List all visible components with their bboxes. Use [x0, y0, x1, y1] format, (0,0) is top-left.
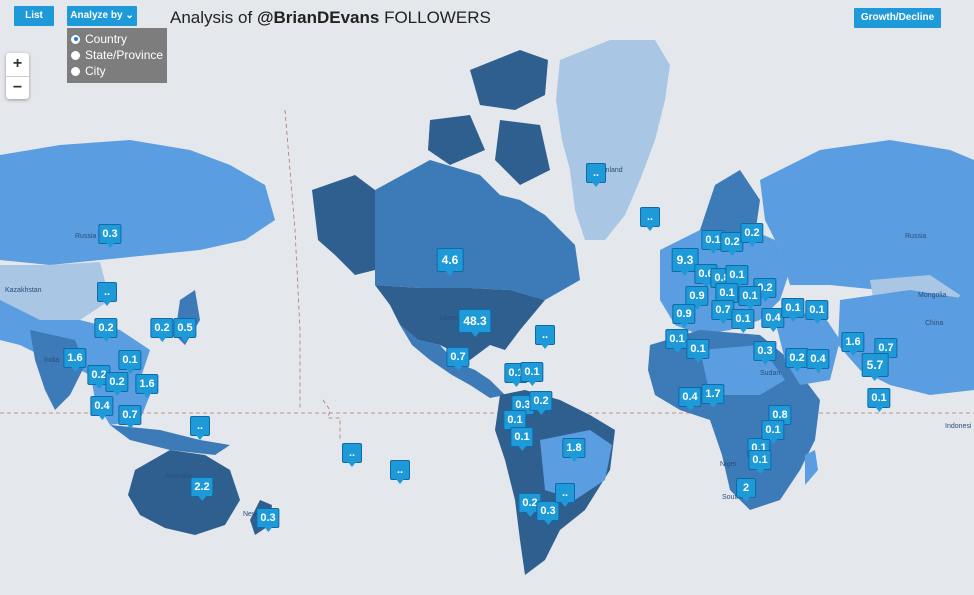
map-marker-canada[interactable]: 4.6 — [436, 248, 464, 276]
radio-label: Country — [85, 32, 128, 46]
map-marker-greece[interactable]: 0.1 — [731, 309, 755, 333]
map-marker-philippines[interactable]: 1.6 — [135, 374, 159, 398]
label-china: China — [925, 320, 943, 327]
map-marker-hong-kong[interactable]: 5.7 — [861, 353, 889, 381]
title-prefix: Analysis of — [170, 8, 257, 27]
radio-label: State/Province — [85, 48, 164, 62]
label-indonesia: Indonesi — [945, 423, 972, 430]
map-marker-georgia[interactable]: 0.1 — [781, 298, 805, 322]
map-marker-poland[interactable]: 0.1 — [725, 265, 749, 289]
map-marker-egypt[interactable]: 0.4 — [678, 387, 702, 411]
analyze-by-button[interactable]: Analyze by ⌄ — [67, 6, 137, 26]
map-marker-spain[interactable]: 0.9 — [672, 304, 696, 328]
map-marker-iceland[interactable]: .. — [640, 207, 660, 231]
zoom-out-button[interactable]: − — [6, 76, 29, 99]
radio-selected-icon — [71, 34, 80, 44]
map-marker-russia-asia[interactable]: 0.3 — [98, 224, 122, 248]
label-russia-e: Russia — [905, 233, 927, 240]
map-marker-thailand[interactable]: 0.1 — [118, 350, 142, 374]
map-marker-australia[interactable]: 2.2 — [190, 477, 214, 501]
zoom-control: + − — [6, 53, 29, 99]
page-title: Analysis of @BrianDEvans FOLLOWERS — [170, 8, 491, 28]
map-marker-afghanistan[interactable]: 0.4 — [806, 349, 830, 373]
map-marker-new-zealand[interactable]: 0.3 — [256, 508, 280, 532]
chevron-down-icon: ⌄ — [125, 10, 134, 21]
map-marker-zambia[interactable]: 0.1 — [761, 420, 785, 444]
label-india: India — [44, 357, 59, 364]
title-handle: @BrianDEvans — [256, 8, 380, 27]
map-marker-norway[interactable]: 0.1 — [701, 230, 725, 254]
analyze-by-options: Country State/Province City — [67, 28, 167, 83]
radio-unselected-icon — [71, 66, 80, 76]
map-marker-nigeria[interactable]: 1.7 — [701, 384, 725, 408]
radio-unselected-icon — [71, 50, 80, 60]
map-marker-papua[interactable]: .. — [190, 416, 210, 440]
map-marker-kazakhstan[interactable]: .. — [97, 282, 117, 306]
boundary-lines — [0, 109, 974, 440]
map-marker-turkey[interactable]: 0.4 — [761, 308, 785, 332]
radio-country[interactable]: Country — [71, 31, 127, 47]
map-marker-angola[interactable]: 0.1 — [748, 450, 772, 474]
map-marker-united-kingdom[interactable]: 9.3 — [671, 248, 699, 276]
map-marker-iran[interactable]: 0.3 — [753, 341, 777, 365]
map-marker-pakistan[interactable]: 0.2 — [94, 318, 118, 342]
map-marker-india[interactable]: 1.6 — [63, 348, 87, 372]
map-marker-south-africa[interactable]: 2 — [736, 478, 756, 502]
map-marker-argentina[interactable]: 0.3 — [536, 501, 560, 525]
map-marker-sweden[interactable]: 0.2 — [720, 232, 744, 256]
map-marker-venezuela[interactable]: 0.2 — [529, 391, 553, 415]
map-marker-tonga[interactable]: .. — [342, 443, 362, 467]
growth-decline-button[interactable]: Growth/Decline — [854, 8, 941, 28]
map-marker-puerto-rico[interactable]: 0.1 — [520, 362, 544, 386]
map-marker-portugal[interactable]: 0.1 — [665, 329, 689, 353]
label-kazakhstan: Kazakhstan — [5, 287, 42, 294]
map-marker-mexico[interactable]: 0.7 — [446, 347, 470, 371]
map-marker-united-states[interactable]: 48.3 — [458, 309, 492, 337]
map-marker-vietnam[interactable]: 0.2 — [105, 372, 129, 396]
radio-state-province[interactable]: State/Province — [71, 47, 163, 63]
label-mongolia: Mongolia — [918, 292, 947, 299]
map-marker-japan[interactable]: 0.5 — [173, 318, 197, 342]
label-australia: Australia — [165, 473, 192, 480]
label-russia-w: Russia — [75, 233, 97, 240]
label-niger: Niger — [720, 461, 737, 468]
map-marker-bermuda[interactable]: .. — [535, 325, 555, 349]
map-marker-peru[interactable]: 0.1 — [510, 427, 534, 451]
map-marker-iraq[interactable]: 0.1 — [805, 300, 829, 324]
map-marker-taiwan[interactable]: 0.1 — [867, 388, 891, 412]
label-south-africa: South Af — [722, 494, 749, 501]
zoom-in-button[interactable]: + — [12, 55, 23, 72]
map-marker-uruguay[interactable]: .. — [555, 483, 575, 507]
radio-city[interactable]: City — [71, 63, 106, 79]
map-marker-bangladesh[interactable]: 0.2 — [87, 365, 111, 389]
map-marker-uae[interactable]: 0.2 — [785, 348, 809, 372]
map-marker-brazil[interactable]: 1.8 — [562, 438, 586, 462]
title-suffix: FOLLOWERS — [379, 8, 491, 27]
map-marker-austria[interactable]: 0.1 — [738, 286, 762, 310]
map-marker-tunisia[interactable]: 0.1 — [686, 339, 710, 363]
map-marker-finland[interactable]: 0.2 — [740, 223, 764, 247]
label-united-states: United — [440, 315, 460, 322]
map-marker-china-south[interactable]: 1.6 — [841, 332, 865, 356]
label-sudan: Sudan — [760, 370, 780, 377]
radio-label: City — [85, 64, 106, 78]
label-greenland: Greenland — [590, 167, 623, 174]
map-marker-indonesia-w[interactable]: 0.7 — [118, 405, 142, 429]
map-marker-south-korea[interactable]: 0.2 — [150, 318, 174, 342]
map-marker-denmark[interactable]: 0.6 — [694, 264, 718, 288]
analyze-by-label: Analyze by — [70, 10, 123, 21]
map-marker-malaysia[interactable]: 0.4 — [90, 396, 114, 420]
label-new-zealand: New Ze — [243, 511, 267, 518]
map-marker-greenland[interactable]: .. — [586, 163, 606, 187]
map-marker-france[interactable]: 0.9 — [685, 286, 709, 310]
map-marker-fiji[interactable]: .. — [390, 460, 410, 484]
list-button[interactable]: List — [14, 6, 54, 26]
